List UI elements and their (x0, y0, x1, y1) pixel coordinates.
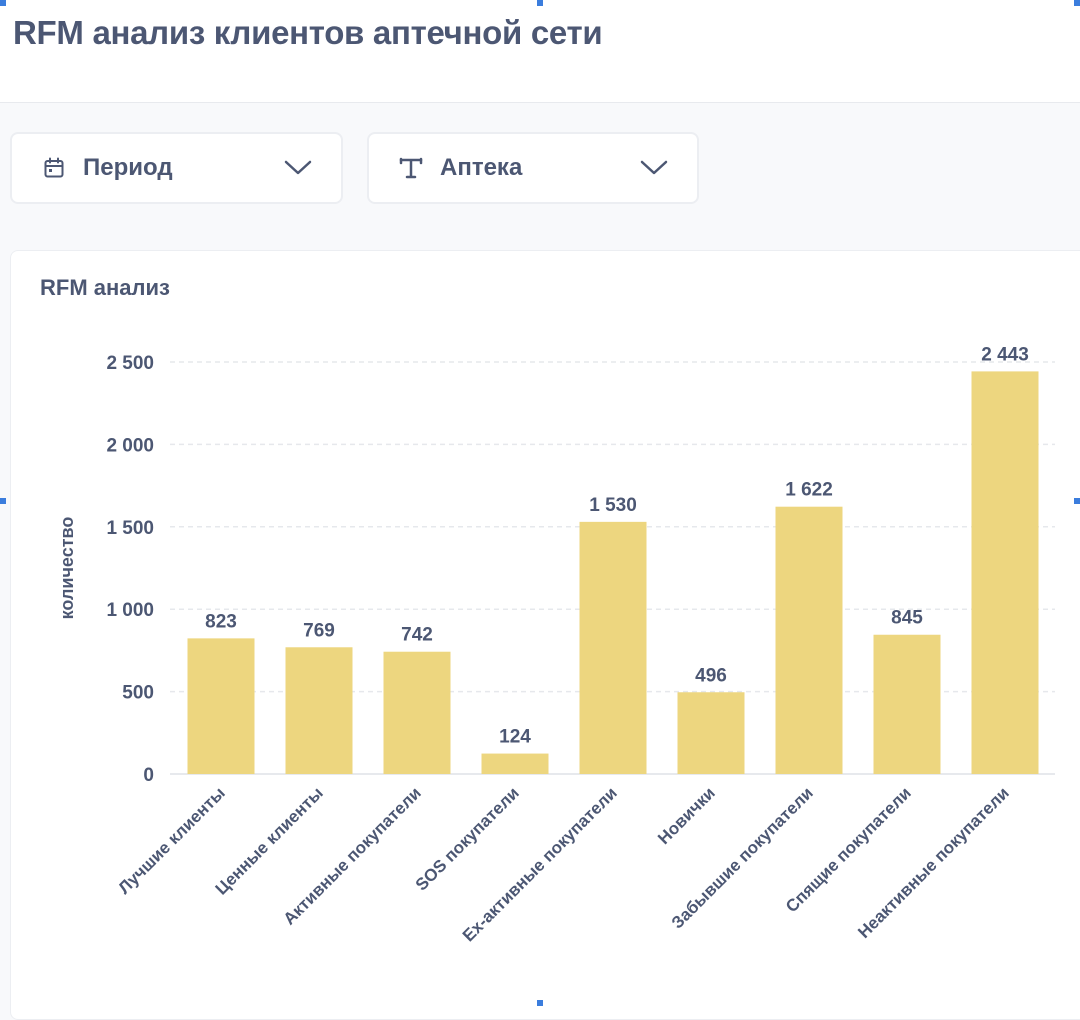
bar-value-label: 1 622 (785, 480, 833, 501)
pharmacy-filter[interactable]: Аптека (367, 132, 699, 204)
bar (383, 651, 451, 774)
bar (187, 638, 255, 774)
bar (775, 506, 843, 774)
bar (971, 371, 1039, 774)
period-filter-label: Период (83, 154, 173, 181)
y-tick-label: 1 500 (106, 518, 154, 539)
period-filter[interactable]: Период (10, 132, 343, 204)
selection-handle[interactable] (0, 0, 6, 6)
y-tick-label: 1 000 (106, 600, 154, 621)
selection-handle[interactable] (0, 498, 6, 504)
y-axis-label: количество (57, 517, 77, 620)
bar-value-label: 742 (401, 625, 433, 646)
bar (285, 647, 353, 774)
selection-handle[interactable] (537, 0, 543, 6)
bar (677, 692, 745, 774)
x-tick-label: Ex-активные покупатели (459, 783, 621, 945)
chevron-down-icon (639, 153, 669, 183)
bar-value-label: 769 (303, 620, 335, 641)
calendar-icon (42, 156, 66, 180)
bar (873, 634, 941, 774)
y-tick-label: 0 (143, 765, 154, 786)
bar-value-label: 124 (499, 727, 531, 748)
x-tick-label: Лучшие клиенты (115, 783, 229, 897)
x-tick-label: SOS покупатели (412, 783, 523, 894)
pharmacy-filter-label: Аптека (440, 154, 523, 181)
chart-card-title: RFM анализ (40, 275, 170, 300)
bar (481, 753, 549, 774)
y-tick-label: 500 (122, 683, 154, 704)
bar-value-label: 496 (695, 665, 727, 686)
x-tick-label: Новички (654, 783, 719, 848)
page-header: RFM анализ клиентов аптечной сети (0, 0, 1080, 103)
bar-value-label: 1 530 (589, 495, 637, 516)
text-type-icon (399, 156, 423, 180)
y-tick-label: 2 500 (106, 353, 154, 374)
selection-handle[interactable] (1074, 498, 1080, 504)
bar-value-label: 2 443 (981, 344, 1029, 365)
bar-value-label: 823 (205, 611, 237, 632)
selection-handle[interactable] (1074, 0, 1080, 6)
y-tick-label: 2 000 (106, 435, 154, 456)
selection-handle[interactable] (537, 1000, 543, 1006)
chevron-down-icon (283, 153, 313, 183)
page-title: RFM анализ клиентов аптечной сети (13, 14, 603, 51)
x-tick-label: Ценные клиенты (212, 783, 327, 898)
bar (579, 521, 647, 774)
bar-value-label: 845 (891, 608, 923, 629)
